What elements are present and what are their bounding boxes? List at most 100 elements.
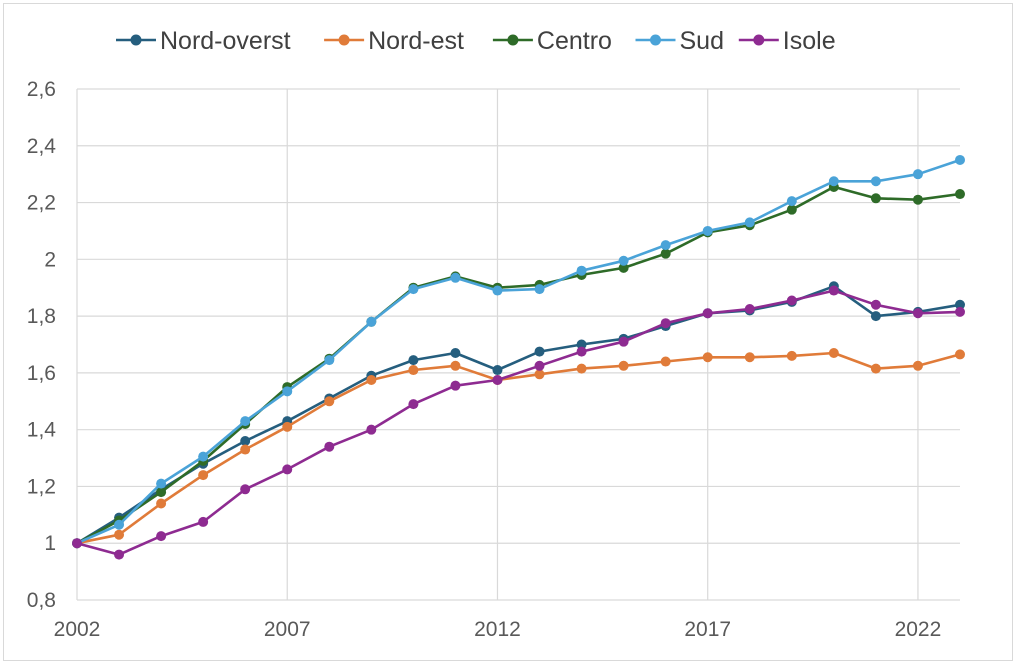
y-tick-label: 1,8 xyxy=(27,305,56,328)
legend-label-nord-overst: Nord-overst xyxy=(160,27,291,55)
data-point-sud xyxy=(744,217,755,228)
data-point-sud xyxy=(618,255,629,266)
data-point-isole xyxy=(660,318,671,329)
data-point-isole xyxy=(240,484,251,495)
series-line-sud xyxy=(76,158,961,545)
data-point-isole xyxy=(828,285,839,296)
data-point-sud xyxy=(282,386,293,397)
y-tick-label: 1 xyxy=(44,532,56,555)
y-tick-label: 0,8 xyxy=(27,589,56,612)
data-point-centro xyxy=(618,262,629,273)
legend-label-nord-est: Nord-est xyxy=(368,27,464,55)
y-tick-label: 2,4 xyxy=(27,135,57,158)
legend-marker-nord-est xyxy=(338,34,350,46)
legend-label-sud: Sud xyxy=(680,27,724,55)
legend-marker-centro xyxy=(507,34,519,46)
data-point-isole xyxy=(786,295,797,306)
series-line-centro xyxy=(76,185,961,545)
data-point-sud xyxy=(198,451,209,462)
legend-label-isole: Isole xyxy=(783,27,836,55)
data-point-nord-est xyxy=(912,360,923,371)
data-point-sud xyxy=(660,240,671,251)
data-point-isole xyxy=(576,346,587,357)
data-point-isole xyxy=(366,424,377,435)
data-point-sud xyxy=(492,285,503,296)
legend-label-centro: Centro xyxy=(537,27,612,55)
y-tick-label: 1,4 xyxy=(27,419,57,442)
data-point-centro xyxy=(912,194,923,205)
data-point-nord-est xyxy=(744,352,755,363)
y-tick-label: 1,6 xyxy=(27,362,56,385)
data-point-nord-est xyxy=(240,444,251,455)
y-tick-label: 2 xyxy=(44,248,56,271)
data-point-sud xyxy=(408,284,419,295)
data-point-nord-overst xyxy=(408,355,419,366)
data-point-sud xyxy=(240,416,251,427)
data-point-sud xyxy=(576,265,587,276)
data-point-nord-est xyxy=(156,498,167,509)
data-point-nord-overst xyxy=(240,436,251,447)
legend-marker-sud xyxy=(650,34,661,46)
series-line-nord-est xyxy=(76,351,961,545)
data-point-nord-est xyxy=(114,529,125,540)
data-point-sud xyxy=(324,355,335,366)
data-point-nord-overst xyxy=(492,365,503,376)
data-point-isole xyxy=(955,306,965,317)
data-point-sud xyxy=(156,478,167,489)
data-point-isole xyxy=(702,308,713,319)
x-tick-label: 2012 xyxy=(474,618,521,641)
legend-marker-isole xyxy=(753,34,765,46)
chart-frame xyxy=(3,3,1013,661)
data-point-nord-est xyxy=(534,369,545,380)
data-point-sud xyxy=(870,176,881,187)
series-line-nord-overst xyxy=(76,284,961,545)
data-point-sud xyxy=(450,272,461,283)
data-point-nord-est xyxy=(576,363,587,374)
data-point-nord-est xyxy=(618,360,629,371)
data-point-centro xyxy=(660,248,671,259)
data-point-nord-est xyxy=(955,349,965,360)
data-point-sud xyxy=(114,519,125,530)
data-point-centro xyxy=(870,193,881,204)
data-point-isole xyxy=(114,549,125,560)
data-point-isole xyxy=(156,531,167,542)
data-point-nord-est xyxy=(366,374,377,385)
data-point-nord-est xyxy=(450,360,461,371)
x-tick-label: 2002 xyxy=(54,618,101,641)
data-point-nord-overst xyxy=(870,311,881,322)
data-point-sud xyxy=(702,225,713,236)
data-point-nord-est xyxy=(408,365,419,376)
x-tick-label: 2007 xyxy=(264,618,311,641)
x-tick-label: 2022 xyxy=(895,618,942,641)
data-point-centro xyxy=(955,189,965,200)
data-point-isole xyxy=(324,441,335,452)
data-point-sud xyxy=(534,284,545,295)
data-point-nord-est xyxy=(870,363,881,374)
data-point-isole xyxy=(450,380,461,391)
data-point-sud xyxy=(955,154,965,165)
data-point-nord-overst xyxy=(534,346,545,357)
data-point-sud xyxy=(786,196,797,207)
y-tick-label: 2,6 xyxy=(27,78,56,101)
x-tick-label: 2017 xyxy=(684,618,731,641)
data-point-isole xyxy=(408,399,419,410)
data-point-isole xyxy=(534,360,545,371)
data-point-isole xyxy=(870,299,881,310)
data-point-centro xyxy=(786,204,797,215)
data-point-isole xyxy=(492,374,503,385)
data-point-isole xyxy=(198,516,209,527)
data-point-nord-overst xyxy=(576,339,587,350)
legend-marker-nord-overst xyxy=(130,34,142,46)
data-point-sud xyxy=(366,316,377,327)
data-point-isole xyxy=(912,308,923,319)
data-point-isole xyxy=(618,336,629,347)
data-point-nord-est xyxy=(660,356,671,367)
data-point-nord-est xyxy=(702,352,713,363)
data-point-nord-est xyxy=(828,348,839,359)
data-point-centro xyxy=(156,487,167,498)
y-tick-label: 2,2 xyxy=(27,192,56,215)
data-point-nord-est xyxy=(198,470,209,481)
data-point-nord-est xyxy=(786,350,797,361)
data-point-sud xyxy=(912,169,923,180)
